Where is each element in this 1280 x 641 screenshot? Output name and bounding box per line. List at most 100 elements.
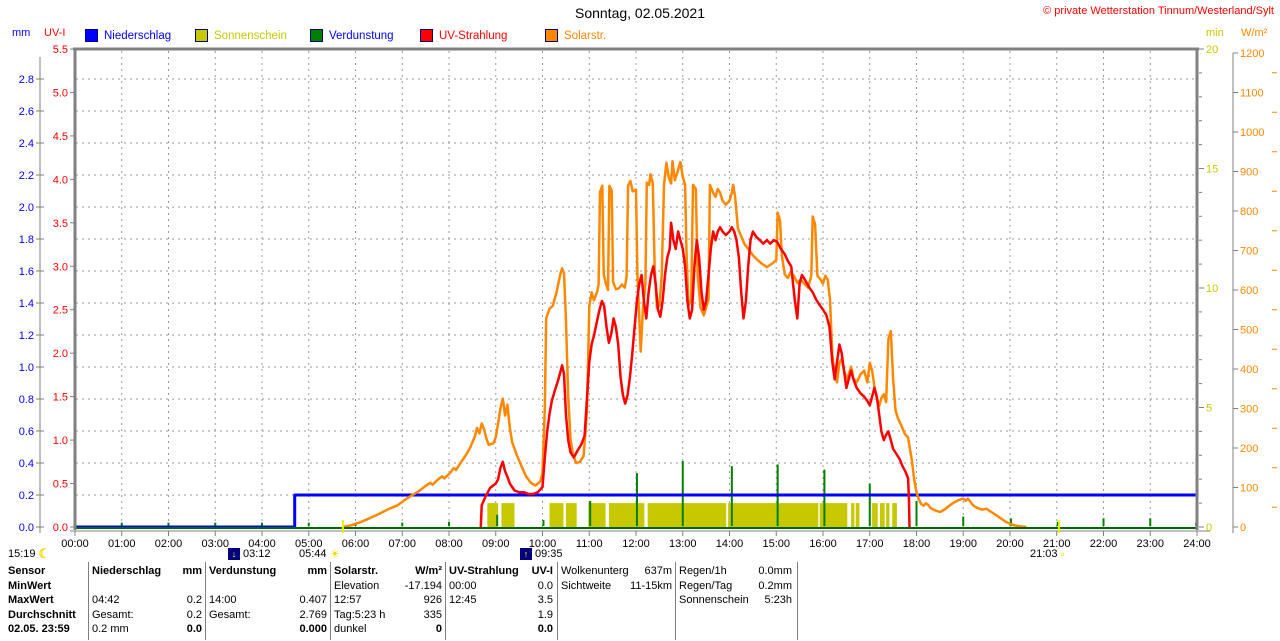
svg-text:01:00: 01:00 xyxy=(108,538,136,550)
svg-text:14:00: 14:00 xyxy=(716,538,744,550)
moon-icon: ☾ xyxy=(38,545,51,561)
table-divider xyxy=(88,562,89,640)
legend-item-sonnenschein: Sonnenschein xyxy=(195,29,287,42)
svg-text:06:00: 06:00 xyxy=(342,538,370,550)
svg-text:1.8: 1.8 xyxy=(19,234,34,246)
table-divider xyxy=(445,562,446,640)
svg-text:300: 300 xyxy=(1240,404,1258,416)
cell-value: 637m xyxy=(644,565,672,577)
svg-text:1.2: 1.2 xyxy=(19,330,34,342)
cell-label: Regen/1h xyxy=(679,565,727,577)
cell-value: 0.0mm xyxy=(758,565,792,577)
table-cell: Niederschlag mm xyxy=(92,564,202,578)
svg-text:15: 15 xyxy=(1206,164,1218,176)
svg-text:5.0: 5.0 xyxy=(53,87,68,99)
table-row-label: MaxWert xyxy=(8,594,54,607)
svg-text:1.5: 1.5 xyxy=(53,392,68,404)
legend-label: Niederschlag xyxy=(104,29,172,42)
svg-text:20:00: 20:00 xyxy=(996,538,1024,550)
svg-text:12:00: 12:00 xyxy=(622,538,650,550)
moonrise-label: 09:35 xyxy=(535,547,563,560)
axis-unit-min: min xyxy=(1206,27,1224,39)
legend-label: Verdunstung xyxy=(329,29,394,42)
svg-text:2.5: 2.5 xyxy=(53,305,68,317)
table-cell: 0.000 xyxy=(209,622,327,636)
cell-value: 926 xyxy=(423,594,442,607)
sunrise-label: 05:44 xyxy=(299,547,327,560)
moonset-icon: ↓ xyxy=(228,547,240,560)
svg-text:1.4: 1.4 xyxy=(19,298,34,310)
table-cell: Gesamt: 0.2 xyxy=(92,608,202,622)
table-cell: 0.0 xyxy=(449,622,553,636)
svg-text:5: 5 xyxy=(1206,403,1212,415)
svg-text:08:00: 08:00 xyxy=(435,538,463,550)
svg-text:17:00: 17:00 xyxy=(856,538,884,550)
cell-label: 04:42 xyxy=(92,594,120,607)
svg-text:07:00: 07:00 xyxy=(388,538,416,550)
legend-label: UV-Strahlung xyxy=(439,29,508,42)
svg-text:22:00: 22:00 xyxy=(1090,538,1118,550)
legend-swatch xyxy=(420,29,433,42)
svg-text:0.5: 0.5 xyxy=(53,479,68,491)
table-cell: Wolkenunterg 637m xyxy=(561,564,672,578)
svg-text:10: 10 xyxy=(1206,283,1218,295)
copyright-text: © private Wetterstation Tinnum/Westerlan… xyxy=(1043,5,1274,17)
legend-swatch xyxy=(195,29,208,42)
svg-text:24:00: 24:00 xyxy=(1183,538,1211,550)
cell-label: 14:00 xyxy=(209,594,237,607)
svg-text:1.0: 1.0 xyxy=(53,435,68,447)
svg-text:0: 0 xyxy=(1240,522,1246,534)
stats-table: Sensor MinWert MaxWert Durchschnitt 02.05. 2… xyxy=(0,561,1280,641)
cell-label: 00:00 xyxy=(449,579,477,592)
svg-text:2.6: 2.6 xyxy=(19,106,34,118)
cell-label: Solarstr. xyxy=(334,565,379,577)
moonrise-annotation: ↑ 09:35 xyxy=(520,547,563,560)
cell-value: 0.000 xyxy=(299,623,327,636)
svg-text:15:00: 15:00 xyxy=(762,538,790,550)
cell-value: 0 xyxy=(435,623,442,636)
svg-text:10:00: 10:00 xyxy=(529,538,557,550)
svg-text:03:00: 03:00 xyxy=(201,538,229,550)
legend-item-uvstrahlung: UV-Strahlung xyxy=(420,29,507,42)
svg-text:02:00: 02:00 xyxy=(155,538,183,550)
table-cell: 0.2 mm 0.0 xyxy=(92,622,202,636)
svg-text:0.4: 0.4 xyxy=(19,458,34,470)
cell-label: Verdunstung xyxy=(209,565,277,577)
legend-label: Solarstr. xyxy=(564,29,607,42)
table-row-label: MinWert xyxy=(8,579,52,592)
cell-label: 12:45 xyxy=(449,594,477,607)
svg-text:0.6: 0.6 xyxy=(19,426,34,438)
sunset-annotation: 21:03 ▫ xyxy=(1030,547,1065,560)
table-cell: 00:00 0.0 xyxy=(449,579,553,593)
svg-text:200: 200 xyxy=(1240,443,1258,455)
svg-text:2.0: 2.0 xyxy=(19,202,34,214)
svg-text:800: 800 xyxy=(1240,206,1258,218)
svg-text:500: 500 xyxy=(1240,325,1258,337)
svg-text:2.4: 2.4 xyxy=(19,138,34,150)
svg-text:700: 700 xyxy=(1240,246,1258,258)
sunrise-annotation: 05:44 ☀ xyxy=(299,547,340,560)
table-cell: Sichtweite 11-15km xyxy=(561,579,672,593)
moonset-time-annotation: 15:19 ☾ xyxy=(8,547,50,560)
table-row-label: Durchschnitt xyxy=(8,608,76,621)
svg-text:2.8: 2.8 xyxy=(19,74,34,86)
sunset-icon: ▫ xyxy=(1060,546,1065,561)
svg-text:18:00: 18:00 xyxy=(903,538,931,550)
svg-text:0.2: 0.2 xyxy=(19,490,34,502)
table-cell: Gesamt: 2.769 xyxy=(209,608,327,622)
table-cell: Tag:5:23 h 335 xyxy=(334,608,442,622)
svg-text:04:00: 04:00 xyxy=(248,538,276,550)
cell-value: mm xyxy=(182,565,202,577)
svg-text:20: 20 xyxy=(1206,44,1218,56)
svg-text:600: 600 xyxy=(1240,285,1258,297)
svg-text:900: 900 xyxy=(1240,167,1258,179)
table-divider xyxy=(557,562,558,640)
svg-text:11:00: 11:00 xyxy=(576,538,603,550)
table-cell: 1.9 xyxy=(449,608,553,622)
moonset-label: 03:12 xyxy=(243,547,271,560)
svg-text:3.5: 3.5 xyxy=(53,218,68,230)
svg-text:4.0: 4.0 xyxy=(53,174,68,186)
cell-label: Elevation xyxy=(334,579,380,592)
cell-value: 1.9 xyxy=(537,608,553,621)
